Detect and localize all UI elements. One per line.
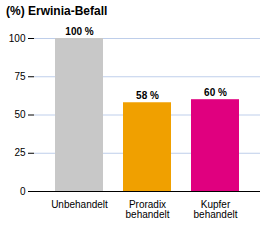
svg-text:100: 100	[9, 33, 26, 44]
svg-text:60 %: 60 %	[204, 87, 227, 98]
svg-text:50: 50	[14, 109, 26, 120]
svg-text:Unbehandelt: Unbehandelt	[51, 199, 108, 210]
svg-text:25: 25	[14, 147, 26, 158]
svg-text:Kupferbehandelt: Kupferbehandelt	[194, 199, 238, 220]
svg-text:75: 75	[14, 71, 26, 82]
svg-text:Proradixbehandelt: Proradixbehandelt	[126, 199, 170, 220]
html-text:(%) Erwinia-Befall: (%) Erwinia-Befall	[6, 4, 108, 18]
svg-text:100 %: 100 %	[65, 26, 93, 37]
svg-text:58 %: 58 %	[136, 90, 159, 101]
svg-text:0: 0	[20, 186, 26, 197]
